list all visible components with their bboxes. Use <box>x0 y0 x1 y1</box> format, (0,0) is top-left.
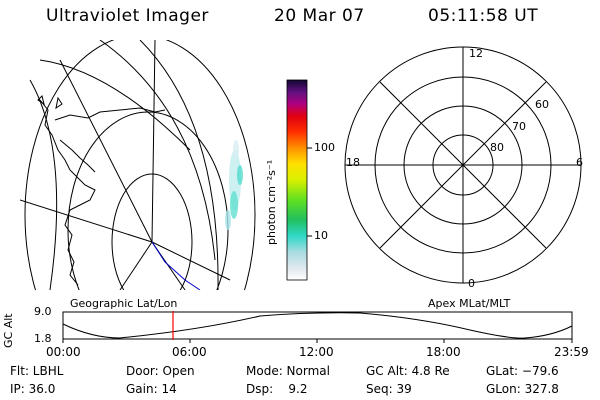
mlat-label-80: 80 <box>490 141 504 154</box>
timeline-x-tick: 12:00 <box>299 345 334 359</box>
timeline-x-tick: 00:00 <box>46 345 81 359</box>
meridian-line <box>39 59 191 151</box>
time-label: 05:11:58 UT <box>428 6 539 26</box>
mlt-label-12: 12 <box>469 47 483 60</box>
color-bar <box>286 79 312 281</box>
dsp-info: Dsp: 9.2 <box>246 382 308 396</box>
polar-plot <box>344 46 582 284</box>
gain-info: Gain: 14 <box>126 382 177 396</box>
latitude-circle <box>111 173 193 290</box>
gc-alt-info: GC Alt: 4.8 Re <box>366 364 450 378</box>
altitude-timeline <box>62 311 573 343</box>
latitude-circle <box>24 40 256 290</box>
timeline-x-tick: 23:59 <box>554 345 589 359</box>
timeline-right-title: Apex MLat/MLT <box>428 297 511 310</box>
latitude-circle <box>67 111 229 290</box>
glat-info: GLat: −79.6 <box>486 364 559 378</box>
mlt-label-18: 18 <box>346 156 360 169</box>
meridian-line <box>29 79 58 290</box>
meridian-line <box>151 40 156 243</box>
timeline-y-label: GC Alt <box>2 313 15 348</box>
meridian-line <box>151 241 231 281</box>
colorbar-unit-label: photon cm⁻²s⁻¹ <box>265 159 278 245</box>
mode-info: Mode: Normal <box>246 364 330 378</box>
mlat-label-70: 70 <box>512 120 526 133</box>
timeline-x-tick: 18:00 <box>426 345 461 359</box>
door-info: Door: Open <box>126 364 195 378</box>
island-outline <box>55 96 63 110</box>
island-outline <box>37 95 45 106</box>
glon-info: GLon: 327.8 <box>486 382 559 396</box>
auroral-emission <box>225 140 243 230</box>
meridian-line <box>59 59 153 243</box>
mlt-label-0: 0 <box>468 277 475 290</box>
meridian-line <box>20 199 153 243</box>
altitude-curve <box>62 312 573 339</box>
meridian-line <box>99 40 216 261</box>
meridian-line <box>119 241 153 290</box>
coastline <box>54 107 166 121</box>
satellite-track <box>151 241 201 290</box>
colorbar-tick-10: 10 <box>314 229 328 242</box>
meridian-line <box>139 40 219 290</box>
timeline-y-min: 1.8 <box>34 332 52 345</box>
mlt-label-6: 6 <box>576 156 583 169</box>
date-label: 20 Mar 07 <box>274 6 365 26</box>
coastline <box>59 139 96 173</box>
mlat-label-60: 60 <box>535 98 549 111</box>
polar-axis-diagonal <box>379 81 547 249</box>
timeline-x-tick: 06:00 <box>172 345 207 359</box>
seq-info: Seq: 39 <box>366 382 412 396</box>
instrument-title: Ultraviolet Imager <box>46 6 209 26</box>
filter-info: Flt: LBHL <box>10 364 64 378</box>
timeline-left-title: Geographic Lat/Lon <box>70 297 178 310</box>
colorbar-tick-100: 100 <box>314 141 335 154</box>
coastline <box>39 99 96 286</box>
timeline-y-max: 9.0 <box>34 305 52 318</box>
geographic-map <box>20 40 256 290</box>
ip-info: IP: 36.0 <box>10 382 56 396</box>
